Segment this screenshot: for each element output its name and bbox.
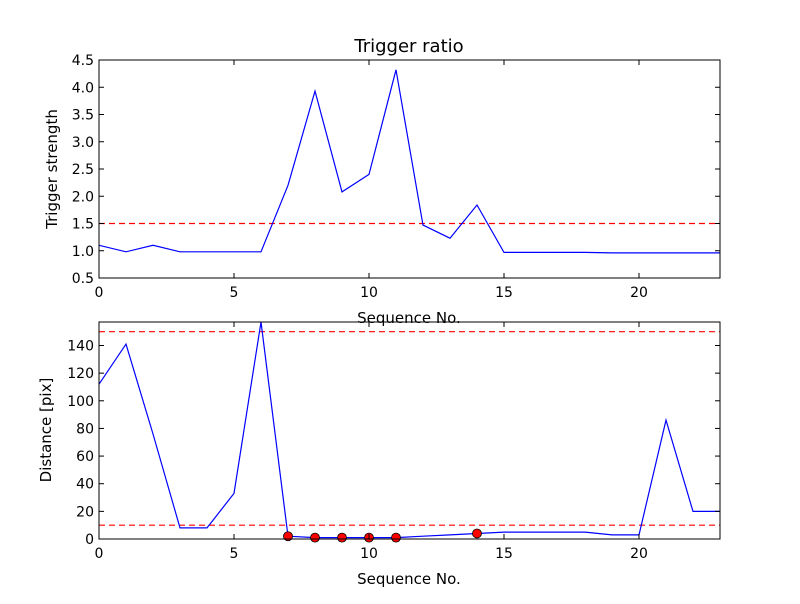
x-tick-label: 5 [230, 546, 239, 562]
y-tick-label: 4.0 [72, 80, 94, 96]
x-tick-label: 20 [630, 285, 648, 301]
y-tick-label: 2.5 [72, 162, 94, 178]
series-line-0 [99, 69, 720, 254]
x-axis-label: Sequence No. [357, 309, 461, 327]
y-tick-label: 140 [67, 338, 94, 354]
y-tick-label: 3.5 [72, 108, 94, 124]
x-tick-label: 20 [630, 546, 648, 562]
x-axis-label: Sequence No. [357, 570, 461, 588]
plot-frame [98, 321, 721, 540]
y-tick-label: 1.5 [72, 217, 94, 233]
data-point-marker [337, 532, 347, 543]
trigger-ratio-plot: Trigger ratio Trigger strength Sequence … [43, 36, 721, 327]
x-tick-label: 10 [360, 285, 378, 301]
data-point-marker [472, 528, 482, 539]
y-tick-label: 2.0 [72, 189, 94, 205]
y-tick-label: 4.5 [72, 53, 94, 69]
y-tick-label: 80 [76, 421, 94, 437]
chart-title: Trigger ratio [353, 36, 463, 57]
y-tick-label: 100 [67, 394, 94, 410]
x-tick-label: 0 [95, 546, 104, 562]
y-tick-label: 60 [76, 449, 94, 465]
data-point-marker [310, 532, 320, 543]
y-tick-label: 1.0 [72, 244, 94, 260]
distance-plot: Distance [pix] Sequence No. 0 5 10 15 20 0 20 4… [37, 321, 721, 588]
data-point-marker [391, 532, 401, 543]
y-tick-label: 120 [67, 366, 94, 382]
y-axis-label: Distance [pix] [37, 378, 55, 483]
x-tick-label: 15 [495, 546, 513, 562]
x-tick-label: 5 [230, 285, 239, 301]
x-tick-label: 10 [360, 546, 378, 562]
y-tick-label: 0 [85, 532, 94, 548]
y-axis-label: Trigger strength [43, 109, 61, 230]
data-point-marker [283, 531, 293, 542]
series-line-0 [99, 322, 720, 539]
y-tick-label: 40 [76, 477, 94, 493]
x-tick-label: 0 [95, 285, 104, 301]
x-tick-label: 15 [495, 285, 513, 301]
y-tick-label: 0.5 [72, 271, 94, 287]
y-tick-label: 3.0 [72, 135, 94, 151]
y-tick-label: 20 [76, 504, 94, 520]
